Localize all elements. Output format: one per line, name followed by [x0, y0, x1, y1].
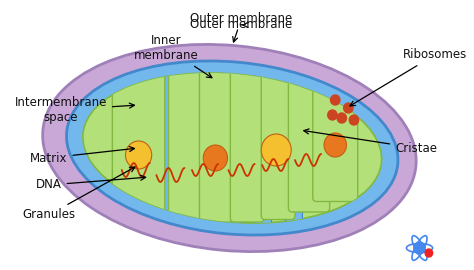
Text: Ribosomes: Ribosomes [350, 49, 467, 106]
FancyBboxPatch shape [288, 74, 329, 212]
Circle shape [330, 95, 340, 105]
Ellipse shape [43, 44, 416, 252]
FancyBboxPatch shape [193, 63, 210, 237]
FancyBboxPatch shape [261, 66, 295, 220]
Text: Intermembrane
space: Intermembrane space [15, 96, 135, 124]
Circle shape [414, 242, 425, 254]
Text: Outer membrane: Outer membrane [191, 19, 293, 32]
FancyBboxPatch shape [200, 64, 233, 222]
Text: Matrix: Matrix [30, 147, 135, 164]
Ellipse shape [83, 73, 382, 223]
Circle shape [344, 103, 353, 113]
Circle shape [349, 115, 359, 125]
Text: Outer membrane: Outer membrane [191, 12, 293, 42]
Circle shape [126, 141, 152, 169]
FancyBboxPatch shape [313, 79, 358, 201]
Circle shape [324, 133, 346, 157]
FancyBboxPatch shape [169, 66, 202, 220]
FancyBboxPatch shape [112, 74, 165, 212]
Text: Granules: Granules [22, 167, 135, 221]
FancyBboxPatch shape [224, 63, 241, 237]
Text: Inner
membrane: Inner membrane [134, 34, 212, 78]
Circle shape [261, 134, 291, 166]
Text: Cristae: Cristae [304, 129, 437, 154]
Circle shape [425, 249, 433, 257]
Text: DNA: DNA [36, 175, 146, 191]
Circle shape [328, 110, 337, 120]
FancyBboxPatch shape [230, 64, 264, 222]
FancyBboxPatch shape [162, 63, 179, 237]
Ellipse shape [66, 61, 398, 235]
Circle shape [337, 113, 346, 123]
FancyBboxPatch shape [255, 63, 272, 237]
Circle shape [203, 145, 228, 171]
FancyBboxPatch shape [286, 63, 302, 237]
